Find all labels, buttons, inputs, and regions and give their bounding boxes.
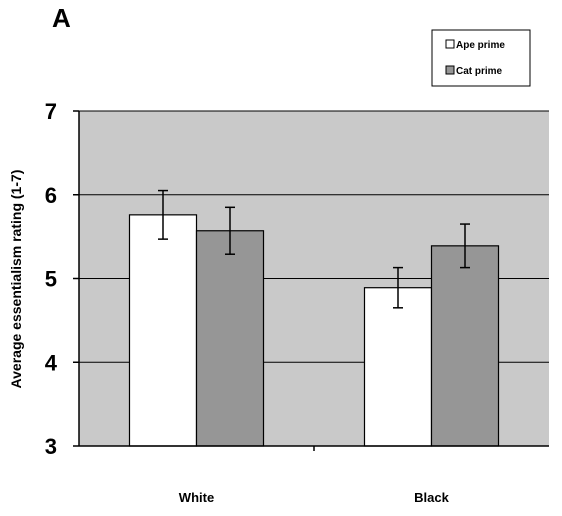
legend: Ape prime Cat prime [431, 29, 531, 87]
y-tick-label: 3 [45, 434, 57, 459]
axes [73, 110, 549, 451]
legend-label: Ape prime [456, 40, 505, 51]
legend-label: Cat prime [456, 66, 503, 77]
bar [128, 214, 198, 447]
legend-box [431, 29, 531, 87]
x-tick-label: White [179, 490, 214, 505]
bar [430, 245, 500, 447]
bar [363, 287, 433, 447]
y-tick-labels: 3 4 5 6 7 [45, 99, 58, 459]
y-tick-label: 4 [45, 350, 58, 375]
bar [195, 230, 265, 447]
y-tick-label: 7 [45, 99, 57, 124]
y-tick-label: 5 [45, 267, 57, 292]
legend-swatch [445, 39, 455, 49]
y-axis-title: Average essentialism rating (1-7) [8, 170, 24, 389]
panel-label: A [52, 3, 71, 33]
x-tick-labels: White Black [179, 490, 450, 505]
legend-swatch [445, 65, 455, 75]
bars [128, 214, 500, 447]
x-tick-label: Black [414, 490, 449, 505]
error-bars [158, 189, 470, 309]
y-tick-label: 6 [45, 183, 57, 208]
